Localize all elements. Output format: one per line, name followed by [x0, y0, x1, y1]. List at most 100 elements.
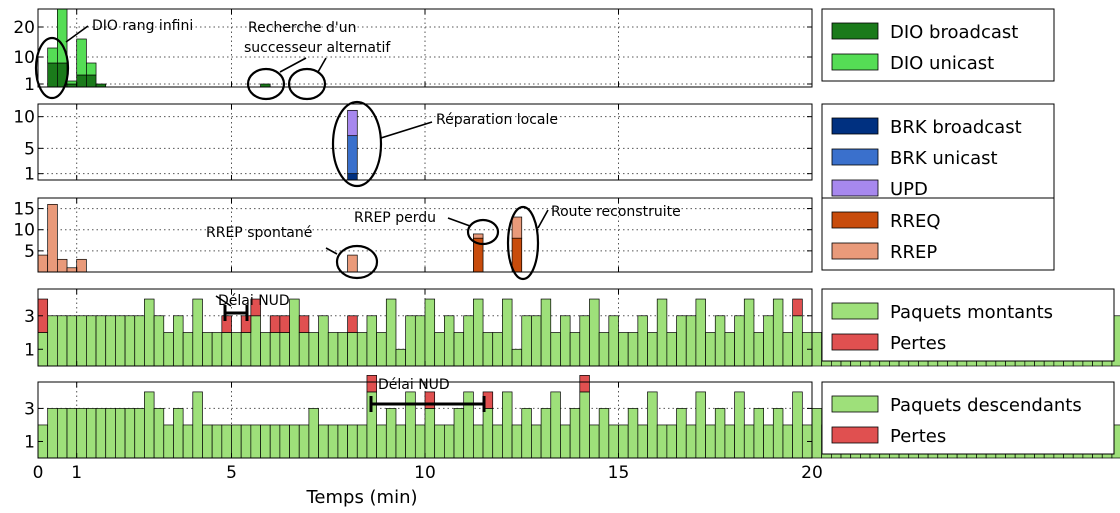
bar-up-s0-b40	[424, 298, 436, 367]
legend-label-down-1: Pertes	[890, 426, 946, 447]
bar-down-s0-b40	[424, 408, 436, 459]
bar-up-s0-b26	[289, 298, 300, 367]
bar-down-s0-b41	[434, 424, 445, 459]
bar-down-s0-b63	[647, 391, 658, 459]
bar-down-s0-b54	[560, 424, 571, 459]
bar-down-s0-b57	[589, 424, 600, 459]
bar-up-s0-b9	[124, 315, 136, 367]
bar-down-s0-b22	[250, 424, 261, 459]
bar-up-s0-b36	[385, 298, 397, 367]
bar-up-s0-b69	[705, 332, 716, 367]
annotation-recherche-line2: successeur alternatif	[244, 40, 391, 56]
bar-up-s0-b43	[453, 332, 465, 367]
bar-down-s0-b77	[782, 424, 793, 459]
bar-up-s0-b25	[279, 332, 290, 367]
bar-rrep-s1-b1	[47, 203, 58, 273]
legend-swatch-up-0	[831, 302, 879, 320]
xtick-15: 15	[608, 463, 630, 483]
legend-label-brk-0: BRK broadcast	[890, 117, 1022, 138]
bar-up-s0-b65	[666, 332, 677, 367]
bar-down-s1-b34	[366, 375, 377, 393]
annotation-delai-nud-down: Délai NUD	[378, 377, 450, 393]
bar-down-s1-b40	[424, 391, 436, 409]
bar-up-s0-b30	[327, 332, 339, 367]
bar-down-s0-b1	[47, 408, 58, 459]
bar-up-s0-b74	[753, 332, 764, 367]
bar-down-s0-b33	[356, 424, 368, 459]
bar-up-s0-b57	[589, 298, 600, 367]
bar-down-s0-b8	[115, 408, 126, 459]
legend-label-rrep-1: RREP	[890, 242, 937, 263]
bar-down-s0-b24	[269, 424, 281, 459]
leader-nud-up	[215, 295, 232, 307]
bar-up-s0-b22	[250, 315, 261, 367]
bar-down-s0-b3	[66, 408, 78, 459]
bar-down-s0-b72	[734, 391, 745, 459]
bar-up-s0-b46	[482, 332, 494, 367]
bar-up-s0-b51	[531, 315, 542, 367]
bar-brk-s0-b32	[347, 173, 358, 181]
bar-up-s0-b67	[685, 315, 697, 367]
bar-down-s0-b55	[569, 408, 581, 459]
bar-down-s0-b10	[134, 408, 145, 459]
bar-down-s0-b52	[540, 408, 552, 459]
ellipse-recherche-2	[287, 67, 327, 101]
bar-up-s0-b27	[298, 332, 310, 367]
bar-down-s0-b67	[685, 424, 697, 459]
bar-rrep-s1-b2	[56, 258, 68, 273]
bar-up-s0-b23	[260, 332, 271, 367]
annotation-reparation-locale: Réparation locale	[436, 112, 558, 128]
bar-down-s0-b45	[473, 424, 484, 459]
legend-swatch-rrep-1	[831, 242, 879, 260]
bar-dio-s0-b5	[86, 74, 97, 88]
legend-label-rrep-0: RREQ	[890, 211, 941, 232]
bar-up-s0-b61	[627, 332, 639, 367]
bar-up-s0-b80	[811, 332, 823, 367]
bar-rrep-s1-b32	[347, 254, 358, 273]
bar-up-s0-b20	[231, 332, 242, 367]
xtick-5: 5	[226, 463, 237, 483]
bar-up-s0-b71	[724, 332, 735, 367]
bar-rrep-s1-b4	[76, 258, 87, 273]
bar-down-s0-b78	[792, 391, 803, 459]
bar-up-s0-b53	[550, 332, 561, 367]
annotation-delai-nud-up: Délai NUD	[218, 293, 290, 309]
bar-down-s0-b61	[627, 408, 639, 459]
bar-up-s0-b24	[269, 332, 281, 367]
bar-up-s0-b8	[115, 315, 126, 367]
bar-up-s0-b68	[695, 298, 706, 367]
bar-dio-s1-b5	[86, 62, 97, 76]
bar-up-s0-b63	[647, 332, 658, 367]
bar-up-s0-b72	[734, 315, 745, 367]
bar-down-s0-b9	[124, 408, 136, 459]
bar-down-s0-b74	[753, 408, 764, 459]
bar-down-s0-b38	[405, 391, 416, 459]
ytick-up-1: 1	[24, 340, 35, 360]
bar-down-s0-b17	[202, 424, 213, 459]
bar-rrep-s0-b49	[511, 237, 523, 273]
bar-up-s0-b73	[743, 298, 755, 367]
bar-up-s0-b33	[356, 332, 368, 367]
annotation-rrep-perdu: RREP perdu	[354, 210, 436, 226]
ytick-brk-10: 10	[13, 108, 35, 128]
legend-label-dio-1: DIO unicast	[890, 53, 994, 74]
bar-down-s0-b44	[463, 391, 474, 459]
xtick-20: 20	[801, 463, 823, 483]
bar-up-s1-b27	[298, 315, 310, 333]
bar-down-s0-b68	[695, 391, 706, 459]
bar-dio-s0-b4	[76, 74, 87, 88]
bar-down-s0-b6	[95, 408, 107, 459]
bar-up-s0-b18	[211, 332, 223, 367]
legend-label-up-0: Paquets montants	[890, 302, 1053, 323]
bar-up-s0-b32	[347, 332, 358, 367]
bar-down-s0-b18	[211, 424, 223, 459]
ytick-dio-20: 20	[13, 18, 35, 38]
ellipse-route-reconstruite	[506, 205, 540, 281]
annotation-dio-rang-infini: DIO rang infini	[92, 18, 193, 34]
leader-recherche-2	[317, 57, 327, 73]
legend-label-dio-0: DIO broadcast	[890, 22, 1018, 43]
bar-up-s0-b7	[105, 315, 116, 367]
bar-up-s0-b50	[521, 315, 532, 367]
bar-up-s0-b48	[502, 298, 513, 367]
bar-down-s0-b42	[444, 424, 455, 459]
